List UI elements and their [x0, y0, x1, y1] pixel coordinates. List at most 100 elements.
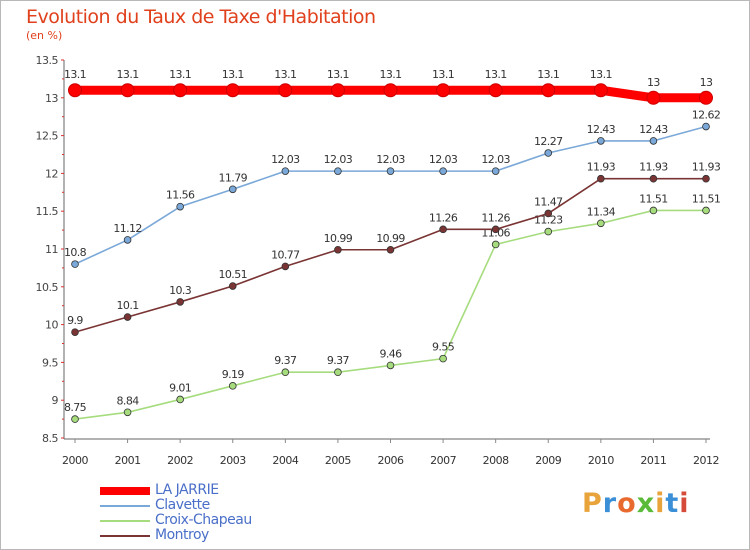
legend-swatch-montroy — [100, 535, 150, 537]
data-label: 11.34 — [587, 205, 616, 218]
data-label: 11.93 — [587, 161, 616, 174]
data-label: 11.12 — [113, 222, 142, 235]
legend-swatch-croix-chapeau — [100, 520, 150, 522]
x-tick-label: 2006 — [378, 454, 404, 467]
legend-label-montroy: Montroy — [155, 527, 209, 543]
y-tick-label: 10.5 — [36, 281, 59, 294]
data-point — [702, 206, 710, 215]
data-point — [123, 408, 132, 417]
series-line-montroy — [74, 177, 707, 333]
legend-swatch-la-jarrie — [100, 487, 150, 495]
y-tick-label: 11.5 — [36, 205, 59, 218]
data-label: 13 — [647, 76, 660, 89]
data-point — [544, 149, 553, 157]
logo-letter: x — [636, 488, 656, 519]
data-point — [541, 83, 556, 98]
data-point — [334, 368, 342, 377]
data-point — [281, 262, 290, 271]
data-label: 8.84 — [117, 394, 140, 407]
y-tick-label: 9 — [52, 394, 59, 407]
data-point — [597, 219, 605, 228]
data-label: 13.1 — [274, 68, 296, 81]
data-point — [334, 245, 342, 254]
data-label: 10.8 — [64, 246, 87, 259]
data-point — [68, 83, 82, 98]
data-point — [649, 174, 658, 183]
data-label: 13.1 — [117, 68, 139, 81]
data-label: 10.99 — [376, 232, 405, 245]
data-point — [228, 382, 237, 390]
y-tick-label: 12 — [45, 167, 58, 180]
data-point — [386, 361, 395, 370]
logo-letter: i — [679, 488, 690, 519]
x-tick-label: 2008 — [483, 454, 509, 467]
x-tick-label: 2000 — [62, 454, 88, 467]
x-tick-label: 2012 — [693, 454, 719, 467]
data-label: 13.1 — [169, 68, 191, 81]
y-tick-label: 12.5 — [36, 130, 59, 143]
data-label: 10.77 — [271, 248, 300, 261]
data-point — [228, 185, 237, 194]
data-point — [649, 206, 658, 215]
legend-label-croix-chapeau: Croix-Chapeau — [155, 512, 252, 528]
y-tick-label: 8.5 — [42, 432, 58, 445]
data-label: 13.1 — [222, 68, 244, 81]
data-label: 10.3 — [169, 284, 192, 297]
x-tick-label: 2004 — [272, 454, 298, 467]
data-label: 11.93 — [639, 161, 668, 174]
data-label: 9.37 — [274, 354, 297, 367]
data-point — [228, 282, 237, 290]
data-point — [334, 167, 342, 175]
data-point — [544, 227, 553, 236]
data-point — [281, 368, 290, 377]
data-point — [176, 395, 184, 404]
data-point — [491, 240, 500, 249]
logo-letter: t — [665, 488, 680, 519]
data-label: 13.1 — [379, 68, 401, 81]
data-point — [488, 83, 503, 98]
data-label: 12.03 — [324, 153, 353, 166]
data-label: 9.01 — [169, 381, 191, 394]
data-point — [278, 83, 293, 98]
logo-letter: P — [582, 488, 603, 519]
data-point — [439, 225, 447, 234]
data-label: 12.62 — [692, 109, 721, 122]
y-tick-label: 10 — [45, 319, 58, 332]
data-label: 13.1 — [485, 68, 507, 81]
data-label: 13.1 — [64, 68, 86, 81]
data-label: 11.56 — [166, 189, 195, 202]
data-label: 11.26 — [429, 211, 458, 224]
y-tick-label: 9.5 — [42, 356, 58, 369]
data-label: 8.75 — [64, 401, 87, 414]
data-point — [386, 245, 395, 254]
data-point — [383, 83, 398, 98]
data-label: 9.9 — [67, 314, 83, 327]
data-point — [597, 174, 605, 183]
y-tick-label: 13 — [45, 92, 58, 105]
logo-letter: o — [617, 488, 637, 519]
data-point — [649, 137, 658, 145]
legend-swatch-clavette — [100, 505, 150, 507]
data-point — [225, 83, 240, 98]
data-point — [702, 174, 710, 183]
data-label: 13.1 — [432, 68, 454, 81]
data-label: 12.27 — [534, 135, 563, 148]
data-point — [491, 167, 500, 175]
legend-label-la-jarrie: LA JARRIE — [155, 482, 219, 498]
x-tick-label: 2005 — [325, 454, 351, 467]
logo-letter: i — [655, 488, 666, 519]
data-point — [123, 236, 132, 244]
data-label: 13.1 — [590, 68, 612, 81]
data-point — [173, 83, 188, 98]
data-label: 13.1 — [327, 68, 349, 81]
y-tick-label: 13.5 — [36, 54, 59, 67]
data-point — [330, 83, 345, 98]
data-point — [436, 83, 451, 98]
data-label: 12.03 — [271, 153, 300, 166]
proxiti-logo: Proxiti — [582, 488, 690, 519]
chart-subtitle: (en %) — [26, 29, 63, 42]
data-label: 9.37 — [327, 354, 350, 367]
data-label: 11.93 — [692, 161, 721, 174]
data-label: 11.79 — [219, 171, 248, 184]
